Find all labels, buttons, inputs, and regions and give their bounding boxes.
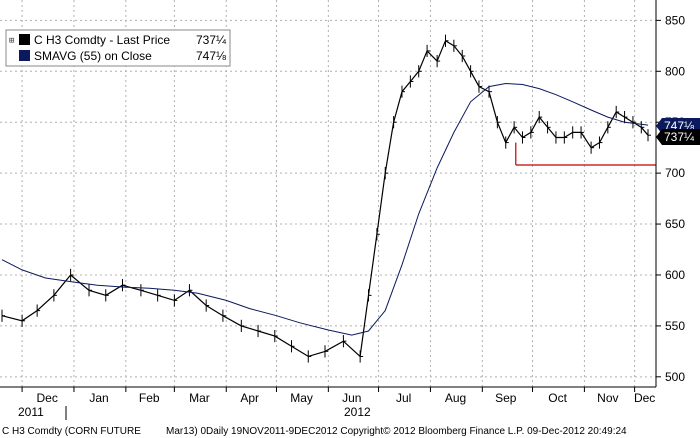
y-tick-label: 650 [665, 217, 685, 231]
y-tick-label: 500 [665, 370, 685, 384]
price-series-line [1, 39, 649, 358]
legend-value-sma: 747⅛ [196, 49, 227, 63]
y-tick-label: 700 [665, 166, 685, 180]
year-label-2011: 2011 [18, 405, 44, 419]
series-layer [1, 34, 651, 363]
x-tick-label: Jul [396, 391, 411, 405]
x-tick-label: Jan [89, 391, 108, 405]
y-tick-label: 600 [665, 268, 685, 282]
x-tick-label: Apr [240, 391, 259, 405]
y-tick-label: 850 [665, 13, 685, 27]
year-label-2012: 2012 [344, 405, 371, 419]
x-tick-label: Nov [597, 391, 618, 405]
last-price-tag: 737¼ [656, 129, 700, 145]
legend-label-sma: SMAVG (55) on Close [34, 49, 152, 63]
x-tick-label: May [290, 391, 313, 405]
legend-swatch-price [19, 34, 30, 45]
x-tick-label: Jun [342, 391, 361, 405]
last-price-tag-shape [656, 129, 700, 145]
last-price-tag-text: 737¼ [664, 130, 695, 144]
x-tick-label: Feb [139, 391, 160, 405]
y-tick-label: 800 [665, 64, 685, 78]
x-axis-ticks: Dec Jan Feb Mar Apr May Jun Jul Aug Sep Oct Nov Dec [21, 387, 655, 405]
legend-label-price: C H3 Comdty - Last Price [34, 33, 170, 47]
x-tick-label: Oct [548, 391, 567, 405]
footer-left: C H3 Comdty (CORN FUTURE [2, 426, 141, 437]
legend: ⊞ C H3 Comdty - Last Price 737¼ SMAVG (5… [5, 29, 231, 67]
x-tick-label: Aug [445, 391, 466, 405]
x-tick-label: Mar [189, 391, 210, 405]
footer-right: Mar13) 0Daily 19NOV2011-9DEC2012 Copyrig… [166, 426, 627, 437]
x-tick-label: Sep [495, 391, 517, 405]
legend-box [5, 29, 231, 67]
x-tick-label: Dec [37, 391, 58, 405]
sma-series-line [1, 82, 649, 336]
support-layer [515, 142, 656, 166]
x-tick-label: Dec [634, 391, 655, 405]
legend-value-price: 737¼ [196, 33, 227, 47]
y-tick-label: 550 [665, 319, 685, 333]
legend-expand-icon[interactable]: ⊞ [9, 36, 14, 46]
legend-swatch-sma [19, 50, 30, 61]
grid [0, 0, 656, 387]
